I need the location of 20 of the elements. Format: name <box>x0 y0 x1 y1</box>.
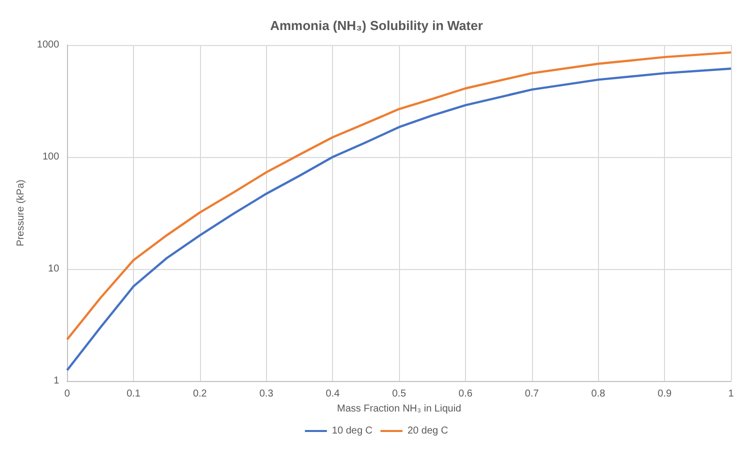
y-axis-title: Pressure (kPa) <box>16 180 26 246</box>
x-tick-label: 0.7 <box>524 388 540 400</box>
chart-title: Ammonia (NH₃) Solubility in Water <box>270 18 483 33</box>
legend-label: 10 deg C <box>332 426 373 436</box>
x-axis-title: Mass Fraction NH₃ in Liquid <box>337 403 462 414</box>
x-tick-label: 1 <box>728 388 734 400</box>
x-tick-label: 0.1 <box>126 388 141 400</box>
y-tick-label: 10 <box>48 264 60 274</box>
x-tick-label: 0.4 <box>326 388 340 400</box>
y-tick-label: 100 <box>42 152 60 162</box>
x-tick-label: 0.9 <box>658 388 672 400</box>
x-tick-label: 0.8 <box>591 388 606 400</box>
x-tick-label: 0.5 <box>392 388 406 400</box>
x-tick-label: 0 <box>64 388 70 400</box>
y-tick-label: 1 <box>54 376 60 386</box>
y-tick-label: 1000 <box>36 40 60 50</box>
x-tick-label: 0.2 <box>192 388 208 400</box>
x-tick-label: 0.6 <box>458 388 473 400</box>
x-tick-label: 0.3 <box>259 388 274 400</box>
legend-label: 20 deg C <box>408 426 448 436</box>
